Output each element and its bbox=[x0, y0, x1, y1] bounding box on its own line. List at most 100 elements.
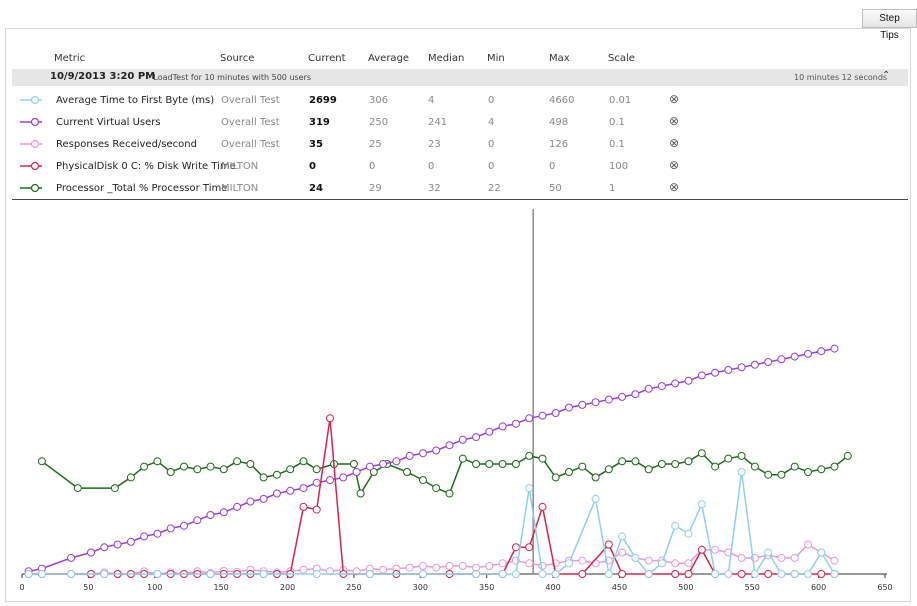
remove-metric-icon[interactable]: ⊗ bbox=[669, 158, 680, 172]
metric-scale[interactable]: 100 bbox=[609, 161, 629, 172]
metric-row[interactable]: Responses Received/second Overall Test 3… bbox=[0, 133, 917, 155]
data-point bbox=[711, 368, 720, 377]
data-point bbox=[166, 468, 175, 476]
data-point bbox=[724, 570, 733, 578]
data-point bbox=[777, 470, 786, 479]
x-tick-label: 400 bbox=[545, 583, 560, 592]
header-current[interactable]: Current bbox=[308, 53, 346, 64]
data-point bbox=[312, 505, 321, 514]
data-point bbox=[432, 484, 441, 493]
data-point bbox=[604, 540, 613, 549]
data-point bbox=[259, 494, 268, 503]
data-point bbox=[67, 553, 76, 562]
metric-scale[interactable]: 0.01 bbox=[609, 95, 632, 106]
data-point bbox=[777, 553, 786, 562]
data-point bbox=[538, 561, 547, 570]
data-point bbox=[618, 457, 627, 466]
data-point bbox=[604, 395, 613, 404]
data-point bbox=[525, 559, 534, 568]
data-point bbox=[349, 460, 358, 468]
data-point bbox=[356, 489, 365, 498]
data-point bbox=[684, 376, 693, 385]
remove-metric-icon[interactable]: ⊗ bbox=[669, 92, 680, 106]
header-source[interactable]: Source bbox=[220, 53, 255, 64]
header-metric[interactable]: Metric bbox=[54, 53, 86, 64]
data-point bbox=[140, 532, 149, 541]
data-point bbox=[684, 529, 693, 538]
metric-current: 24 bbox=[309, 183, 323, 194]
data-point bbox=[671, 521, 680, 530]
data-point bbox=[67, 570, 76, 578]
data-point bbox=[578, 556, 587, 565]
performance-line-chart[interactable]: 0 50 100 150 200 250 300 350 400 450 500 550 600 650 bbox=[0, 200, 917, 606]
data-point bbox=[299, 457, 308, 466]
collapse-chevron-icon[interactable]: ⌃ bbox=[882, 70, 891, 81]
remove-metric-icon[interactable]: ⊗ bbox=[669, 136, 680, 150]
metric-scale[interactable]: 0.1 bbox=[609, 139, 625, 150]
data-point bbox=[578, 400, 587, 409]
data-point bbox=[113, 540, 122, 549]
header-min[interactable]: Min bbox=[487, 53, 505, 64]
data-point bbox=[538, 502, 547, 511]
step-tips-button[interactable]: Step Tips bbox=[862, 9, 917, 41]
data-point bbox=[777, 355, 786, 364]
data-point bbox=[24, 570, 33, 578]
header-max[interactable]: Max bbox=[549, 53, 570, 64]
data-point bbox=[419, 476, 427, 485]
metric-average: 0 bbox=[369, 161, 376, 172]
data-point bbox=[525, 451, 534, 460]
data-point bbox=[684, 457, 693, 466]
x-tick-label: 600 bbox=[811, 583, 826, 592]
metric-source: MILTON bbox=[221, 161, 259, 172]
data-point bbox=[180, 521, 188, 530]
data-point bbox=[750, 462, 759, 471]
data-point bbox=[485, 427, 494, 436]
metric-min: 0 bbox=[488, 95, 495, 106]
test-run-group-header[interactable]: 10/9/2013 3:20 PM - LoadTest for 10 minu… bbox=[12, 69, 908, 86]
data-point bbox=[578, 462, 587, 471]
table-chart-divider bbox=[12, 199, 908, 200]
data-point bbox=[233, 502, 242, 511]
data-point bbox=[326, 567, 334, 576]
data-point bbox=[843, 451, 852, 460]
metric-row[interactable]: PhysicalDisk 0 C: % Disk Write Time MILT… bbox=[0, 155, 917, 177]
data-point bbox=[817, 465, 826, 474]
metric-row[interactable]: Current Virtual Users Overall Test 319 2… bbox=[0, 111, 917, 133]
header-scale[interactable]: Scale bbox=[608, 53, 635, 64]
data-point bbox=[498, 422, 507, 431]
metric-current: 319 bbox=[309, 117, 330, 128]
metric-scale[interactable]: 0.1 bbox=[609, 117, 625, 128]
data-point bbox=[591, 473, 600, 482]
data-point bbox=[737, 553, 746, 562]
data-point bbox=[538, 454, 547, 463]
metric-row[interactable]: Average Time to First Byte (ms) Overall … bbox=[0, 89, 917, 111]
data-point bbox=[472, 460, 481, 468]
series-marker-icon bbox=[20, 117, 42, 127]
data-point bbox=[657, 460, 666, 468]
metric-average: 29 bbox=[369, 183, 382, 194]
remove-metric-icon[interactable]: ⊗ bbox=[669, 114, 680, 128]
data-point bbox=[804, 570, 812, 578]
metric-current: 0 bbox=[309, 161, 316, 172]
data-point bbox=[737, 570, 746, 578]
series-marker-icon bbox=[20, 161, 42, 171]
data-point bbox=[180, 462, 188, 471]
metric-max: 4660 bbox=[549, 95, 575, 106]
data-point bbox=[445, 561, 454, 570]
header-average[interactable]: Average bbox=[368, 53, 410, 64]
remove-metric-icon[interactable]: ⊗ bbox=[669, 180, 680, 194]
metric-scale[interactable]: 1 bbox=[609, 183, 616, 194]
data-point bbox=[193, 465, 202, 474]
metric-min: 0 bbox=[488, 161, 495, 172]
data-point bbox=[538, 411, 547, 420]
metric-median: 32 bbox=[428, 183, 441, 194]
data-point bbox=[259, 570, 268, 578]
test-run-duration: 10 minutes 12 seconds bbox=[794, 73, 888, 82]
data-point bbox=[618, 392, 627, 401]
x-tick-label: 250 bbox=[346, 583, 361, 592]
metric-row[interactable]: Processor _Total % Processor Time MILTON… bbox=[0, 177, 917, 199]
metric-average: 25 bbox=[369, 139, 382, 150]
header-median[interactable]: Median bbox=[428, 53, 465, 64]
data-point bbox=[644, 556, 653, 565]
data-point bbox=[591, 398, 600, 407]
